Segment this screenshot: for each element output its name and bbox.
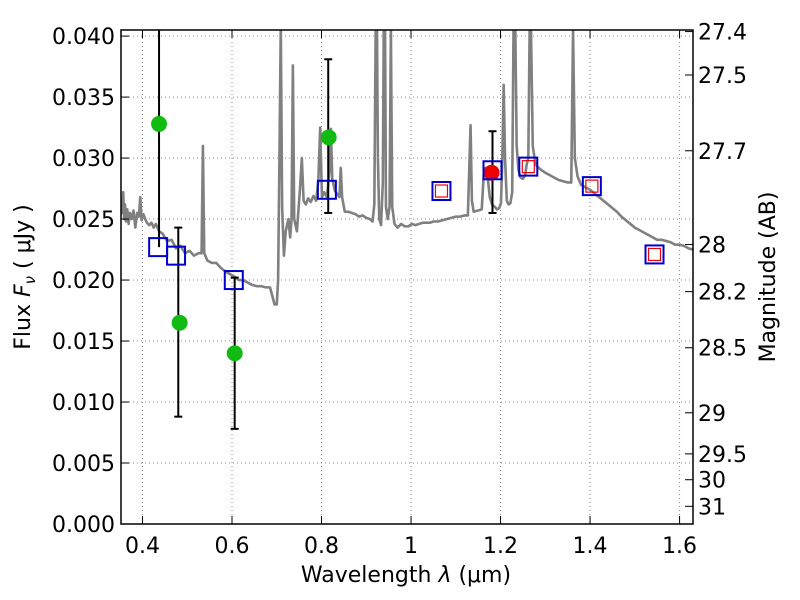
y2-tick-label: 27.5 <box>698 64 747 89</box>
red-square-marker <box>521 160 535 174</box>
y-tick-label: 0.030 <box>52 147 115 172</box>
axis-ticks: 0.4 0.6 0.8 1 1.2 1.4 1.6 0.000 0.005 0.010 0.015 0… <box>52 21 747 559</box>
y2-axis-label: Magnitude (AB) <box>756 192 781 363</box>
x-tick-label: 1.4 <box>573 534 608 559</box>
y2-tick-label: 27.4 <box>698 21 747 46</box>
blue-square-marker <box>223 270 244 291</box>
x-tick-label: 0.8 <box>304 534 339 559</box>
red-square-marker <box>434 184 449 198</box>
y2-tick-label: 28.2 <box>698 281 747 306</box>
blue-square-marker <box>316 179 337 200</box>
blue-square-marker <box>482 160 503 181</box>
x-tick-label: 1.6 <box>662 534 697 559</box>
x-axis-label: Wavelength λ (μm) <box>301 563 511 588</box>
y-tick-label: 0.010 <box>52 391 115 416</box>
plot-area <box>121 30 693 430</box>
x-tick-label: 1 <box>404 534 418 559</box>
green-data-point <box>171 314 188 331</box>
red-square-marker <box>585 179 599 193</box>
y2-tick-label: 28.5 <box>698 337 747 362</box>
y-tick-label: 0.015 <box>52 330 115 355</box>
model-spectrum-line <box>121 30 693 306</box>
y2-tick-label: 29 <box>698 402 726 427</box>
blue-square-marker <box>581 176 602 197</box>
y2-tick-label: 31 <box>698 495 726 520</box>
red-data-point <box>483 164 500 181</box>
blue-square-marker <box>644 244 665 265</box>
y-tick-label: 0.000 <box>52 513 115 538</box>
green-data-point <box>320 129 337 146</box>
x-tick-label: 1.2 <box>483 534 518 559</box>
green-data-point <box>226 345 243 362</box>
y-tick-label: 0.005 <box>52 452 115 477</box>
y-tick-label: 0.020 <box>52 269 115 294</box>
blue-square-marker <box>518 156 539 177</box>
blue-square-marker <box>166 245 187 266</box>
y2-tick-label: 28 <box>698 234 726 259</box>
x-tick-label: 0.4 <box>125 534 160 559</box>
y2-tick-label: 30 <box>698 469 726 494</box>
y2-tick-label: 29.5 <box>698 443 747 468</box>
y-tick-label: 0.040 <box>52 25 115 50</box>
blue-square-marker <box>431 181 452 202</box>
y-tick-label: 0.025 <box>52 208 115 233</box>
y-tick-label: 0.035 <box>52 86 115 111</box>
plot-frame <box>120 29 694 525</box>
x-tick-label: 0.6 <box>214 534 249 559</box>
red-square-marker <box>647 247 662 262</box>
y2-tick-label: 27.7 <box>698 140 747 165</box>
y-axis-label: Flux Fν ( μJy ) <box>11 204 39 349</box>
green-data-point <box>151 115 168 132</box>
